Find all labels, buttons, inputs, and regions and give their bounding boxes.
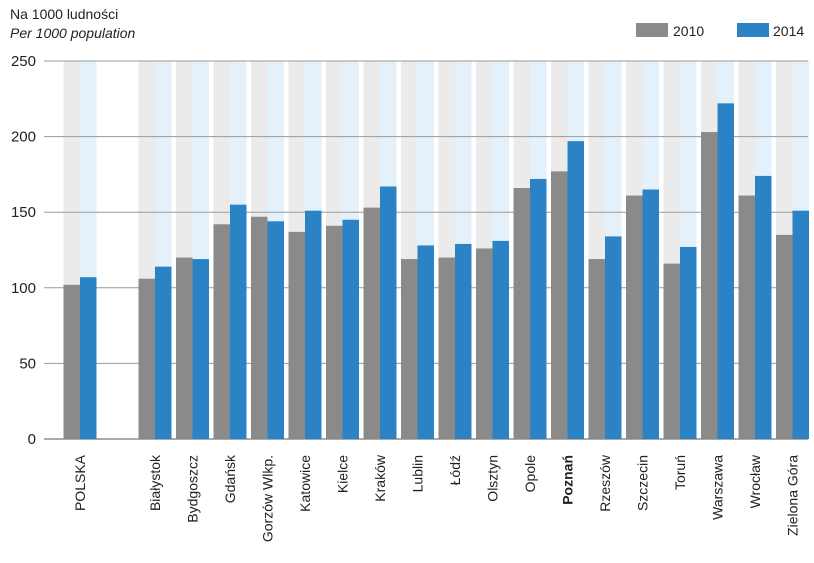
- x-tick-label: Warszawa: [710, 455, 726, 520]
- x-axis-labels: POLSKA Białystok Bydgoszcz Gdańsk Gorzów Wlk…: [72, 454, 801, 542]
- bar-2014: [492, 240, 509, 439]
- bar-2014: [417, 245, 434, 439]
- bar-2014: [605, 236, 622, 439]
- bar-2010: [363, 207, 380, 439]
- x-tick-label: Lublin: [410, 455, 426, 492]
- bar-2010: [588, 259, 605, 439]
- bar-2014: [267, 221, 284, 439]
- unit-label-en: Per 1000 population: [10, 25, 136, 41]
- bar-2010: [288, 231, 305, 439]
- x-tick-label: Toruń: [672, 455, 688, 490]
- y-tick-label: 200: [11, 129, 36, 146]
- bar-2014: [642, 189, 659, 439]
- x-tick-label: Kielce: [335, 455, 351, 493]
- bar-2014: [192, 259, 209, 439]
- x-tick-label: Gdańsk: [222, 454, 238, 503]
- legend-swatch-2014: [737, 23, 769, 37]
- bar-2010: [626, 195, 643, 439]
- bar-2010: [326, 225, 343, 439]
- bar-2014: [530, 178, 547, 439]
- y-tick-label: 250: [11, 53, 36, 70]
- bar-2010: [63, 284, 80, 439]
- y-axis-ticks: 0 50 100 150 200 250: [11, 53, 36, 448]
- bar-2010: [476, 248, 493, 439]
- x-tick-label: POLSKA: [72, 454, 88, 511]
- x-tick-label: Zielona Góra: [785, 455, 801, 536]
- bar-2014: [230, 204, 247, 439]
- y-tick-label: 150: [11, 204, 36, 221]
- legend-label-2010: 2010: [673, 23, 704, 39]
- x-tick-label: Olsztyn: [485, 455, 501, 502]
- bar-2014: [717, 103, 734, 439]
- x-tick-label: Wrocław: [747, 454, 763, 508]
- bars: [63, 103, 809, 440]
- bar-2014: [80, 277, 97, 439]
- x-tick-label: Poznań: [560, 455, 576, 505]
- bar-2014: [792, 210, 809, 439]
- bar-2014: [380, 186, 397, 439]
- bar-2010: [663, 263, 680, 439]
- legend-label-2014: 2014: [773, 23, 804, 39]
- bar-2010: [251, 216, 268, 439]
- bar-2014: [567, 141, 584, 440]
- x-tick-label: Szczecin: [635, 455, 651, 511]
- background-bands: [63, 61, 809, 439]
- bar-2010: [701, 132, 718, 439]
- bar-2014: [155, 266, 172, 439]
- bar-2014: [755, 175, 772, 440]
- x-tick-label: Gorzów Wlkp.: [260, 455, 276, 542]
- legend: 2010 2014: [636, 23, 804, 39]
- bar-2014: [305, 210, 322, 439]
- bar-2014: [342, 219, 359, 439]
- bar-2014: [455, 243, 472, 439]
- x-tick-label: Kraków: [372, 454, 388, 502]
- bar-2010: [513, 188, 530, 439]
- unit-label: Na 1000 ludności Per 1000 population: [10, 5, 135, 43]
- x-tick-label: Bydgoszcz: [185, 455, 201, 523]
- x-tick-label: Łódź: [447, 455, 463, 485]
- y-tick-label: 50: [19, 355, 36, 372]
- x-tick-label: Opole: [522, 455, 538, 493]
- unit-label-pl: Na 1000 ludności: [10, 6, 119, 22]
- x-tick-label: Białystok: [147, 454, 163, 511]
- y-tick-label: 0: [28, 431, 36, 448]
- x-tick-label: Rzeszów: [597, 454, 613, 512]
- bar-2010: [438, 257, 455, 439]
- bar-2014: [680, 246, 697, 439]
- bar-2010: [176, 257, 193, 439]
- bar-2010: [776, 234, 793, 439]
- bar-2010: [738, 195, 755, 439]
- bar-2010: [401, 259, 418, 439]
- bar-2010: [551, 171, 568, 439]
- bar-2010: [138, 278, 155, 439]
- bar-2010: [213, 224, 230, 439]
- x-tick-label: Katowice: [297, 455, 313, 512]
- legend-swatch-2010: [636, 23, 668, 37]
- y-tick-label: 100: [11, 280, 36, 297]
